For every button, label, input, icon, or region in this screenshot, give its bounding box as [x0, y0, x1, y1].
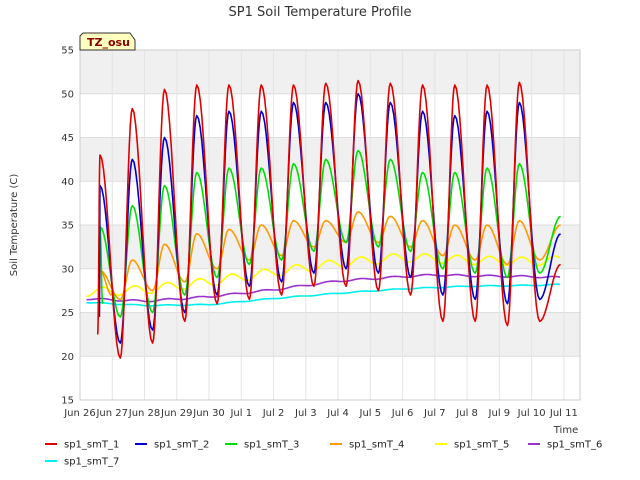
legend-item-sp1_smT_2: sp1_smT_2 — [135, 440, 209, 451]
x-tick-label: Jul 10 — [517, 408, 546, 419]
x-tick-label: Jun 29 — [160, 408, 193, 419]
x-tick-label: Jul 3 — [294, 408, 317, 419]
x-tick-label: Jul 4 — [326, 408, 349, 419]
x-tick-label: Jul 1 — [229, 408, 252, 419]
y-axis-ticks: 15 20 25 30 35 40 45 50 55 — [61, 46, 74, 407]
x-tick-label: Jun 26 — [63, 408, 96, 419]
x-tick-label: Jun 30 — [192, 408, 225, 419]
x-tick-label: Jul 7 — [423, 408, 446, 419]
y-tick-label: 40 — [61, 177, 74, 188]
y-tick-label: 45 — [61, 133, 74, 144]
y-tick-label: 35 — [61, 221, 74, 232]
legend-item-sp1_smT_6: sp1_smT_6 — [528, 440, 602, 451]
y-tick-label: 15 — [61, 396, 74, 407]
station-badge-label: TZ_osu — [87, 36, 130, 49]
legend-label: sp1_smT_3 — [244, 440, 299, 451]
x-tick-label: Jul 6 — [391, 408, 414, 419]
x-tick-label: Jun 27 — [95, 408, 128, 419]
legend-label: sp1_smT_2 — [154, 440, 209, 451]
y-tick-label: 20 — [61, 352, 74, 363]
legend-item-sp1_smT_3: sp1_smT_3 — [225, 440, 299, 451]
x-tick-label: Jul 8 — [455, 408, 478, 419]
series-lines — [86, 79, 562, 359]
chart-title: SP1 Soil Temperature Profile — [229, 5, 412, 20]
legend-item-sp1_smT_7: sp1_smT_7 — [45, 457, 119, 468]
legend-item-sp1_smT_1: sp1_smT_1 — [45, 440, 119, 451]
legend: sp1_smT_1 sp1_smT_2 sp1_smT_3 sp1_smT_4 sp1_… — [45, 440, 602, 468]
x-tick-label: Jul 9 — [488, 408, 511, 419]
plot-band — [80, 50, 580, 94]
series-line-sp1_smT_6 — [86, 273, 561, 303]
plot-band — [80, 312, 580, 357]
legend-label: sp1_smT_4 — [349, 440, 404, 451]
x-tick-label: Jul 5 — [359, 408, 382, 419]
series-line-sp1_smT_5 — [86, 253, 561, 298]
x-tick-label: Jul 11 — [549, 408, 578, 419]
legend-label: sp1_smT_5 — [454, 440, 509, 451]
legend-label: sp1_smT_1 — [64, 440, 119, 451]
x-axis-title: Time — [553, 425, 578, 436]
y-tick-label: 25 — [61, 308, 74, 319]
y-tick-label: 55 — [61, 46, 74, 57]
x-tick-label: Jul 2 — [262, 408, 285, 419]
legend-label: sp1_smT_7 — [64, 457, 119, 468]
plot-bands — [80, 50, 580, 357]
legend-item-sp1_smT_4: sp1_smT_4 — [330, 440, 404, 451]
series-line-sp1_smT_4 — [99, 211, 561, 301]
x-axis-ticks: Jun 26 Jun 27 Jun 28 Jun 29 Jun 30 Jul 1 Jul 2… — [63, 408, 578, 419]
x-tick-label: Jun 28 — [128, 408, 161, 419]
y-tick-label: 50 — [61, 89, 74, 100]
series-line-sp1_smT_7 — [86, 283, 560, 307]
y-tick-label: 30 — [61, 264, 74, 275]
plot-area-border — [79, 49, 581, 401]
legend-item-sp1_smT_5: sp1_smT_5 — [435, 440, 509, 451]
series-line-sp1_smT_1 — [96, 79, 561, 359]
station-badge: TZ_osu — [79, 32, 136, 51]
legend-label: sp1_smT_6 — [547, 440, 602, 451]
plot-band — [80, 137, 580, 182]
y-axis-title: Soil Temperature (C) — [9, 174, 20, 277]
